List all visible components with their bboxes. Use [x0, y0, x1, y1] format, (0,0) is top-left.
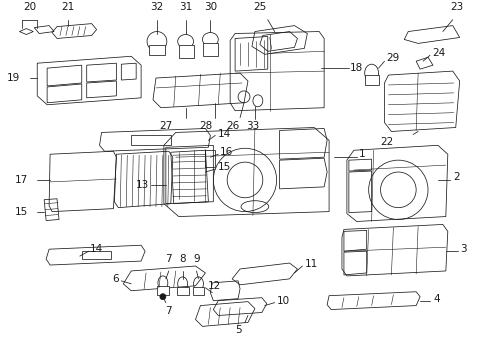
- Text: 28: 28: [199, 121, 212, 131]
- Text: 14: 14: [218, 130, 231, 139]
- Polygon shape: [203, 44, 218, 56]
- Text: 24: 24: [431, 48, 444, 58]
- Text: 22: 22: [379, 138, 392, 147]
- Text: 7: 7: [165, 306, 172, 316]
- Text: 25: 25: [253, 2, 266, 12]
- Bar: [81, 251, 111, 259]
- Text: 15: 15: [15, 207, 28, 217]
- Text: 21: 21: [61, 2, 74, 12]
- Text: 20: 20: [23, 2, 36, 12]
- Text: 29: 29: [386, 53, 399, 63]
- Text: 19: 19: [6, 73, 20, 83]
- Text: 3: 3: [459, 244, 466, 254]
- Text: 15: 15: [218, 162, 231, 172]
- Text: 30: 30: [203, 2, 217, 12]
- Polygon shape: [157, 286, 168, 295]
- Text: 17: 17: [15, 175, 28, 185]
- Text: 1: 1: [358, 149, 365, 159]
- Polygon shape: [176, 287, 188, 295]
- Text: 8: 8: [179, 254, 185, 264]
- Text: 23: 23: [449, 2, 462, 12]
- Polygon shape: [364, 75, 378, 85]
- Text: 12: 12: [207, 281, 220, 291]
- Text: 6: 6: [113, 274, 119, 284]
- Text: 16: 16: [220, 147, 233, 157]
- Text: 13: 13: [136, 180, 149, 190]
- Polygon shape: [178, 45, 193, 58]
- Text: 31: 31: [179, 2, 192, 12]
- Text: 7: 7: [165, 254, 172, 264]
- Polygon shape: [192, 287, 204, 295]
- Text: 9: 9: [193, 254, 200, 264]
- Text: 4: 4: [432, 294, 439, 304]
- Text: 2: 2: [452, 172, 458, 182]
- Text: 14: 14: [89, 244, 102, 254]
- Text: 26: 26: [226, 121, 239, 131]
- Bar: [131, 135, 170, 145]
- Text: 10: 10: [276, 296, 289, 306]
- Polygon shape: [149, 45, 164, 55]
- Text: 33: 33: [246, 121, 259, 131]
- Text: 27: 27: [159, 121, 172, 131]
- Text: 5: 5: [234, 325, 241, 336]
- Circle shape: [160, 294, 165, 300]
- Text: 18: 18: [349, 63, 363, 73]
- Text: 11: 11: [304, 259, 317, 269]
- Text: 32: 32: [150, 2, 163, 12]
